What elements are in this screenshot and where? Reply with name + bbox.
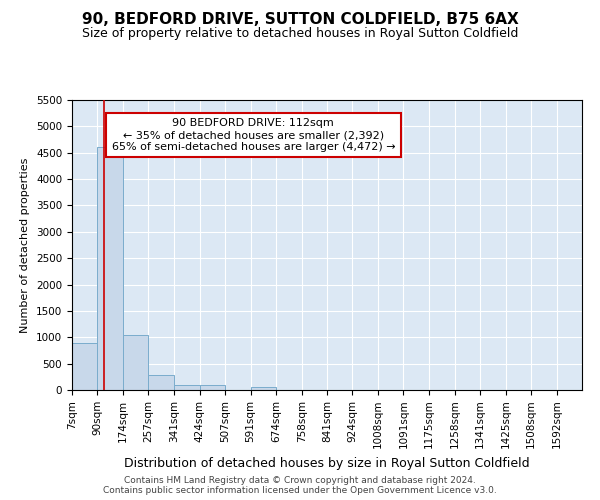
Bar [174,386,199,390]
Bar [97,148,123,390]
Text: Contains HM Land Registry data © Crown copyright and database right 2024.
Contai: Contains HM Land Registry data © Crown c… [103,476,497,495]
Text: 90 BEDFORD DRIVE: 112sqm
← 35% of detached houses are smaller (2,392)
65% of sem: 90 BEDFORD DRIVE: 112sqm ← 35% of detach… [112,118,395,152]
Y-axis label: Number of detached properties: Number of detached properties [20,158,31,332]
Bar [199,386,225,390]
X-axis label: Distribution of detached houses by size in Royal Sutton Coldfield: Distribution of detached houses by size … [124,457,530,470]
Bar [72,343,97,390]
Text: Size of property relative to detached houses in Royal Sutton Coldfield: Size of property relative to detached ho… [82,28,518,40]
Bar [251,388,276,390]
Bar [148,374,174,390]
Text: 90, BEDFORD DRIVE, SUTTON COLDFIELD, B75 6AX: 90, BEDFORD DRIVE, SUTTON COLDFIELD, B75… [82,12,518,28]
Bar [123,334,148,390]
